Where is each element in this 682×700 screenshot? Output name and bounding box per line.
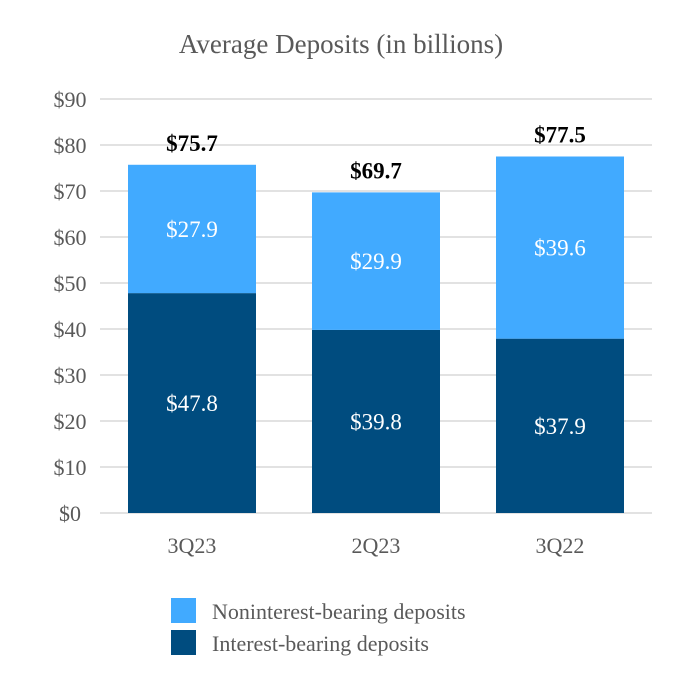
x-axis-ticks: 3Q23 2Q23 3Q22	[168, 533, 585, 558]
bar-interest-bearing	[496, 338, 624, 513]
segment-value-label: $27.9	[166, 217, 218, 242]
legend-swatch-interest	[171, 630, 196, 655]
total-value-label: $77.5	[534, 123, 586, 148]
bar-noninterest-bearing	[128, 164, 256, 294]
legend-swatch-noninterest	[171, 598, 196, 623]
y-tick-label: $40	[54, 317, 87, 342]
y-tick-label: $80	[54, 133, 87, 158]
y-tick-label: $0	[59, 501, 81, 526]
legend-label: Interest-bearing deposits	[212, 631, 429, 656]
bar-interest-bearing	[312, 329, 440, 513]
y-tick-label: $10	[54, 455, 87, 480]
total-value-label: $75.7	[166, 131, 218, 156]
segment-value-label: $39.6	[534, 236, 586, 261]
y-tick-label: $50	[54, 271, 87, 296]
chart-title: Average Deposits (in billions)	[179, 29, 503, 59]
segment-value-label: $37.9	[534, 414, 586, 439]
y-tick-label: $90	[54, 87, 87, 112]
segment-value-label: $29.9	[350, 249, 402, 274]
bar-noninterest-bearing	[496, 156, 624, 339]
x-tick-label: 3Q23	[168, 533, 217, 558]
legend-label: Noninterest-bearing deposits	[212, 599, 466, 624]
data-labels: $47.8 $27.9 $75.7 $39.8 $29.9 $69.7 $37.9 $39.6…	[166, 123, 586, 439]
y-tick-label: $70	[54, 179, 87, 204]
segment-value-label: $39.8	[350, 409, 402, 434]
legend: Noninterest-bearing deposits Interest-bea…	[171, 598, 466, 656]
total-value-label: $69.7	[350, 158, 402, 183]
segment-value-label: $47.8	[166, 391, 218, 416]
bars	[128, 156, 624, 513]
y-tick-label: $60	[54, 225, 87, 250]
bar-interest-bearing	[128, 293, 256, 513]
y-tick-label: $20	[54, 409, 87, 434]
x-tick-label: 3Q22	[536, 533, 585, 558]
y-axis-ticks: $0 $10 $20 $30 $40 $50 $60 $70 $80 $90	[54, 87, 87, 526]
y-tick-label: $30	[54, 363, 87, 388]
bar-noninterest-bearing	[312, 192, 440, 330]
x-tick-label: 2Q23	[352, 533, 401, 558]
